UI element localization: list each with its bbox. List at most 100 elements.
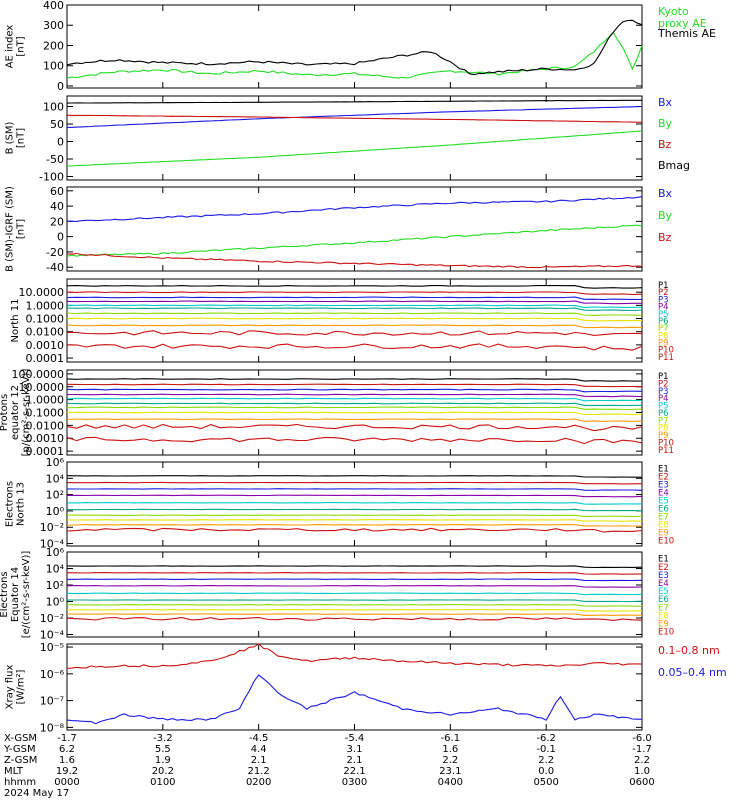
legend-entry: P5: [658, 402, 669, 412]
x-tick-value: 22.1: [343, 766, 365, 777]
y-tick-label: 100.0000: [12, 368, 65, 381]
x-tick-value: -5.4: [345, 733, 365, 744]
series-line-e8: [67, 609, 643, 612]
panel-bsm: -100 -50 0 50 100 B (SM)[nT] Bx By Bz Bmag: [5, 95, 690, 184]
panel-xray: 10⁻⁸ 10⁻⁷ 10⁻⁶ 10⁻⁵ Xray flux[W/m²] 0.1–0.8 n…: [5, 641, 727, 734]
x-tick-value: -3.2: [153, 733, 173, 744]
series-line-e9: [66, 613, 643, 616]
y-tick-label: 300: [43, 19, 64, 32]
legend-entry: P2: [658, 380, 669, 390]
x-tick-value: 2.1: [347, 755, 363, 766]
legend-entry: P8: [658, 424, 669, 434]
series-line-by: [66, 224, 643, 258]
panel-frame: [66, 551, 643, 638]
series-line-p8: [67, 411, 643, 416]
x-row-label: Y-GSM: [3, 744, 36, 755]
y-tick-label: 10⁻⁵: [40, 641, 64, 654]
x-tick-value: 6.2: [59, 744, 75, 755]
x-tick-value: 5.5: [155, 744, 171, 755]
y-axis-label: ElectronsEquator 14[e/(cm²-s-sr-keV)]: [0, 551, 32, 639]
legend-entry: E10: [658, 537, 674, 547]
series-line-p10: [66, 330, 643, 336]
y-tick-label: 1.0000: [26, 299, 65, 312]
legend-entry: E3: [658, 571, 669, 581]
legend-entry: 0.05–0.4 nm: [658, 666, 727, 679]
legend-entry: P4: [658, 303, 669, 313]
legend-entry: E6: [658, 595, 669, 605]
x-tick-value: 2.1: [251, 755, 267, 766]
series-line-by: [66, 130, 643, 167]
legend-entry: Kyoto proxy AE: [658, 5, 707, 30]
legend-entry: P9: [658, 338, 669, 348]
y-tick-label: 0.0010: [26, 432, 65, 445]
x-tick-value: 1.0: [634, 766, 650, 777]
series-line-e2: [66, 572, 643, 575]
x-tick-value: 0600: [629, 777, 654, 788]
x-tick-value: 23.1: [439, 766, 461, 777]
x-tick-value: 2.2: [538, 755, 554, 766]
x-tick-value: 0000: [54, 777, 79, 788]
y-tick-label: 10⁻⁸: [40, 721, 65, 734]
y-tick-label: 10.0000: [19, 381, 65, 394]
series-line-e5: [66, 592, 643, 596]
series-line-p8: [66, 317, 642, 322]
y-tick-label: 0.0100: [26, 419, 65, 432]
series-line-p6: [66, 307, 643, 312]
legend-entry: Bx: [658, 187, 673, 200]
legend-entry: P1: [658, 281, 669, 291]
panel-frame: [66, 461, 643, 547]
panel-bdiff: -40 -20 0 20 40 60 B (SM)-IGRF (SM)[nT] Bx By Bz: [5, 185, 673, 274]
x-tick-value: -4.5: [249, 733, 269, 744]
legend-entry: P2: [658, 288, 669, 298]
y-tick-label: 10⁻⁴: [40, 629, 65, 642]
y-tick-label: 20: [50, 215, 64, 228]
panel-ee: 10⁻⁴ 10⁻² 10⁰ 10² 10⁴ 10⁶ ElectronsEquator 14[…: [0, 546, 674, 642]
x-row-label: X-GSM: [4, 733, 37, 744]
x-tick-value: 20.2: [152, 766, 174, 777]
y-tick-label: 10⁻⁴: [40, 538, 65, 551]
series-line-p1: [66, 378, 643, 382]
legend-entry: P8: [658, 331, 669, 341]
series-line-p5: [66, 397, 643, 402]
legend-entry: E10: [658, 628, 674, 638]
series-line-p6: [66, 402, 643, 407]
y-tick-label: 60: [50, 185, 64, 198]
series-line-0.1–0.8-nm: [66, 643, 643, 670]
x-tick-value: -6.1: [441, 733, 461, 744]
series-line-e3: [66, 488, 643, 491]
series-line-e7: [66, 604, 643, 607]
legend-entry: P7: [658, 324, 669, 334]
legend-entry: P11: [658, 446, 674, 456]
panel-frame: [66, 4, 643, 89]
x-tick-value: -1.7: [57, 733, 77, 744]
series-line-p2: [66, 383, 643, 388]
series-line-p2: [66, 291, 643, 296]
legend-entry: Bmag: [658, 159, 690, 172]
legend-entry: E2: [658, 473, 669, 483]
series-line-bmag: [66, 99, 642, 104]
legend-entry: E1: [658, 465, 669, 475]
y-tick-label: -20: [46, 246, 64, 259]
legend-entry: E5: [658, 587, 669, 597]
series-line-p9: [66, 418, 643, 422]
y-tick-label: 10⁰: [46, 596, 65, 609]
legend-entry: P6: [658, 317, 669, 327]
legend-entry: E5: [658, 497, 669, 507]
y-tick-label: 40: [50, 200, 64, 213]
panel-pn: 0.00010.00100.01000.10001.000010.0000Nor…: [10, 278, 674, 365]
legend-entry: E7: [658, 513, 669, 523]
x-tick-value: -6.0: [632, 733, 652, 744]
legend-entry: P1: [658, 372, 669, 382]
series-line-p5: [66, 304, 642, 309]
panel-pe: 0.00010.00100.01000.10001.000010.0000100…: [0, 368, 674, 458]
series-line-bx: [66, 196, 643, 222]
y-tick-label: 0.1000: [26, 407, 65, 420]
y-tick-label: 0.1000: [26, 313, 65, 326]
legend-entry: E8: [658, 521, 669, 531]
x-tick-value: 0.0: [538, 766, 554, 777]
x-tick-value: 19.2: [56, 766, 78, 777]
y-tick-label: 0.0001: [26, 445, 65, 458]
